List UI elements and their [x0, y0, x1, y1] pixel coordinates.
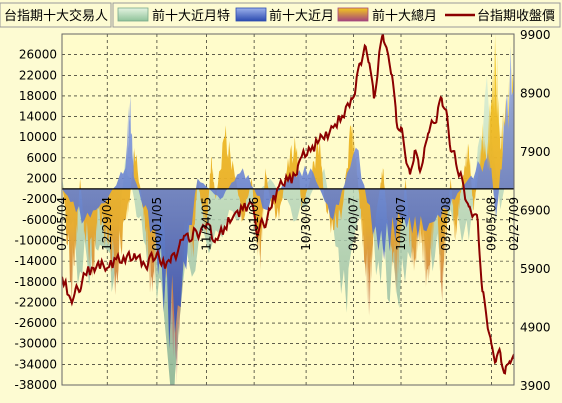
x-tick-label-0: 07/05/04: [55, 197, 69, 251]
left-tick-label-9: -10000: [14, 233, 57, 247]
left-tick-label-5: 6000: [26, 151, 57, 165]
left-tick-label-2: 18000: [19, 89, 57, 103]
x-tick-label-6: 04/20/07: [347, 197, 361, 251]
left-tick-label-4: 10000: [19, 130, 57, 144]
left-tick-label-10: -14000: [14, 254, 57, 268]
left-tick-label-16: -38000: [14, 378, 57, 392]
left-tick-label-14: -30000: [14, 337, 57, 351]
left-tick-label-11: -18000: [14, 275, 57, 289]
legend-label-near-month: 前十大近月: [269, 8, 334, 24]
right-tick-label-6: 3900: [520, 379, 551, 393]
x-tick-label-4: 05/01/06: [247, 197, 261, 251]
left-axis-ticks: 26000 22000 18000 14000 10000 6000 2000 -2000 -6…: [14, 48, 57, 392]
right-tick-label-4: 5900: [520, 262, 551, 276]
left-tick-label-12: -22000: [14, 295, 57, 309]
left-tick-label-13: -26000: [14, 316, 57, 330]
x-tick-label-9: 09/05/08: [484, 197, 498, 251]
x-tick-label-2: 06/01/05: [150, 197, 164, 251]
legend-label-total-month: 前十大總月: [372, 8, 437, 24]
title-box: [0, 2, 112, 28]
right-tick-label-2: 7900: [520, 145, 551, 159]
legend-swatch-near-month: [235, 7, 267, 22]
series-area-near-month: [62, 45, 514, 350]
series-line-price: [62, 34, 514, 375]
left-tick-label-15: -34000: [14, 357, 57, 371]
left-tick-label-0: 26000: [19, 48, 57, 62]
legend-swatch-near-month-special: [117, 7, 149, 22]
left-tick-label-3: 14000: [19, 110, 57, 124]
legend-label-near-month-special: 前十大近月特: [152, 8, 230, 24]
x-tick-label-3: 11/24/05: [200, 197, 214, 251]
left-tick-label-7: -2000: [22, 192, 57, 206]
right-tick-label-0: 9900: [520, 28, 551, 42]
x-tick-label-1: 12/29/04: [100, 197, 114, 251]
plot-border: [61, 33, 515, 386]
x-axis-ticks: 07/05/04 12/29/04 06/01/05 11/24/05 05/01/06…: [55, 197, 521, 251]
chart-title: 台指期十大交易人: [4, 8, 108, 24]
legend-swatch-total-month: [337, 7, 369, 22]
right-tick-label-3: 6900: [520, 204, 551, 218]
right-tick-label-1: 8900: [520, 87, 551, 101]
left-tick-label-1: 22000: [19, 68, 57, 82]
x-tick-label-8: 03/26/08: [439, 197, 453, 251]
right-axis-ticks: 9900 8900 7900 6900 5900 4900 3900: [520, 28, 551, 393]
x-tick-label-7: 10/04/07: [394, 197, 408, 251]
legend-box: [112, 2, 561, 28]
legend-label-price: 台指期收盤價: [477, 9, 555, 24]
x-tick-label-5: 10/30/06: [299, 197, 313, 251]
legend: 前十大近月特 前十大近月 前十大總月 台指期收盤價: [112, 2, 561, 28]
left-tick-label-6: 2000: [26, 172, 57, 186]
x-tick-label-10: 02/27/09: [507, 197, 521, 251]
right-tick-label-5: 4900: [520, 321, 551, 335]
left-tick-label-8: -6000: [22, 213, 57, 227]
